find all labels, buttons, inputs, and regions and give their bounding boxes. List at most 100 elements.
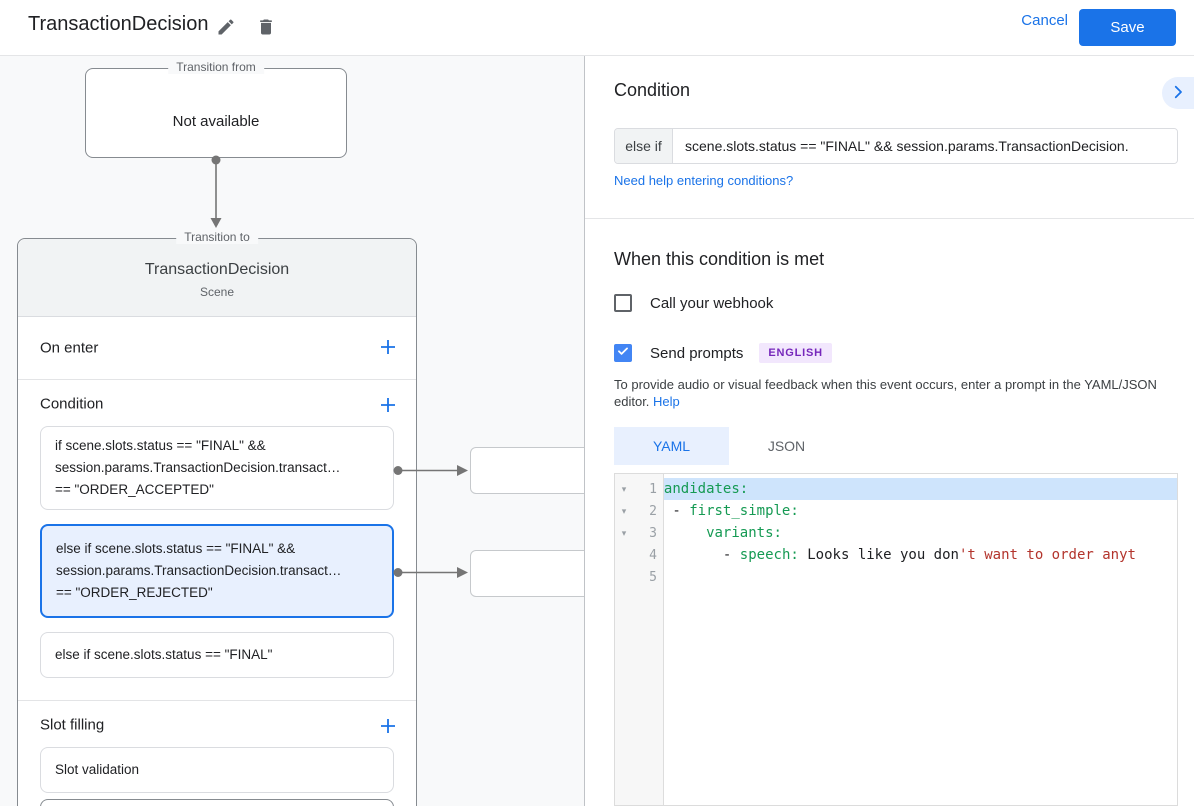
- help-link[interactable]: Help: [653, 394, 680, 409]
- scene-name: TransactionDecision: [144, 261, 290, 278]
- feedback-text-body: To provide audio or visual feedback when…: [614, 377, 1157, 409]
- slot-filling-section-header: Slot filling: [18, 701, 416, 745]
- condition-text: else if scene.slots.status == "FINAL" &&: [56, 541, 296, 556]
- gutter-row: ▾ 2: [615, 500, 663, 522]
- add-condition-button[interactable]: [376, 394, 400, 418]
- condition-text: == "ORDER_REJECTED": [56, 585, 213, 600]
- transition-to-box: Transition to TransactionDecision Scene …: [17, 230, 417, 806]
- gutter-row: 4: [615, 544, 663, 566]
- webhook-row: Call your webhook: [614, 294, 773, 312]
- chevron-right-icon: [1169, 83, 1187, 104]
- condition-text: session.params.TransactionDecision.trans…: [56, 563, 342, 578]
- plus-icon: [379, 717, 397, 738]
- fold-arrow-icon[interactable]: ▾: [621, 483, 627, 494]
- line-number: 4: [649, 547, 657, 563]
- transition-from-box: Transition from Not available: [85, 60, 347, 158]
- condition-text: session.params.TransactionDecision.trans…: [55, 460, 341, 475]
- section-divider: [18, 700, 416, 701]
- connector-arrow-right-1: [393, 465, 468, 476]
- condition-section-header: Condition: [18, 380, 416, 424]
- condition-text: if scene.slots.status == "FINAL" &&: [55, 438, 266, 453]
- save-button[interactable]: Save: [1079, 9, 1176, 46]
- collapse-panel-button[interactable]: [1162, 77, 1194, 109]
- slot-card-text: Slot validation: [55, 762, 140, 777]
- webhook-checkbox[interactable]: [614, 294, 632, 312]
- fold-arrow-icon[interactable]: ▾: [621, 527, 627, 538]
- code-line[interactable]: - first_simple:: [664, 500, 1177, 522]
- add-on-enter-button[interactable]: [376, 336, 400, 360]
- send-prompts-label: Send prompts: [650, 344, 744, 362]
- pencil-icon: [216, 17, 236, 40]
- line-number: 3: [649, 525, 657, 541]
- tab-json[interactable]: JSON: [767, 438, 806, 454]
- line-number: 2: [649, 503, 657, 519]
- condition-card-rejected-selected[interactable]: else if scene.slots.status == "FINAL" &&…: [40, 524, 394, 618]
- slot-validation-card[interactable]: Slot validation: [40, 747, 394, 793]
- transition-target-box-2[interactable]: [470, 550, 584, 597]
- fold-arrow-icon[interactable]: ▾: [621, 505, 627, 516]
- gutter-row: ▾ 3: [615, 522, 663, 544]
- transition-from-legend: Transition from: [168, 60, 264, 74]
- when-condition-heading: When this condition is met: [614, 249, 825, 269]
- checkmark-icon: [616, 344, 630, 363]
- section-divider: [18, 379, 416, 380]
- transition-from-value: Not available: [172, 113, 260, 130]
- trash-icon: [256, 17, 276, 40]
- code-line[interactable]: - speech: Looks like you don't want to o…: [664, 544, 1177, 566]
- cancel-button[interactable]: Cancel: [1021, 12, 1068, 29]
- condition-text: else if scene.slots.status == "FINAL": [55, 647, 273, 662]
- code-token: first_simple:: [689, 503, 799, 519]
- code-token: -: [672, 503, 681, 519]
- condition-help-link[interactable]: Need help entering conditions?: [614, 173, 794, 188]
- page-title: TransactionDecision: [28, 13, 209, 35]
- condition-card-final[interactable]: else if scene.slots.status == "FINAL": [40, 632, 394, 678]
- panel-divider: [585, 218, 1194, 219]
- on-enter-section: On enter: [18, 317, 416, 379]
- gutter-row: 5: [615, 566, 663, 588]
- condition-text: == "ORDER_ACCEPTED": [55, 482, 214, 497]
- delete-scene-button[interactable]: [250, 12, 282, 44]
- slot-filling-label: Slot filling: [40, 716, 105, 734]
- scene-diagram-canvas: Transition from Not available Transition…: [0, 56, 584, 806]
- condition-input[interactable]: [673, 129, 1177, 163]
- condition-card-accepted[interactable]: if scene.slots.status == "FINAL" && sess…: [40, 426, 394, 510]
- editor-code-area[interactable]: candidates: - first_simple: variants: - …: [664, 474, 1177, 805]
- transition-to-legend: Transition to: [176, 230, 258, 244]
- edit-title-button[interactable]: [210, 12, 242, 44]
- send-prompts-row: Send prompts ENGLISH: [614, 343, 832, 363]
- send-prompts-checkbox[interactable]: [614, 344, 632, 362]
- transition-target-box-1[interactable]: [470, 447, 584, 494]
- tab-yaml[interactable]: YAML: [614, 427, 729, 465]
- condition-detail-panel: Condition else if Need help entering con…: [584, 56, 1194, 806]
- webhook-label: Call your webhook: [650, 294, 774, 312]
- code-line[interactable]: candidates:: [664, 478, 1177, 500]
- connector-arrow-down: [210, 155, 222, 228]
- scene-type-label: Scene: [199, 285, 235, 299]
- language-badge: ENGLISH: [759, 343, 832, 363]
- line-number: 1: [649, 481, 657, 497]
- code-token: Looks like you don: [798, 547, 959, 563]
- code-line[interactable]: [664, 566, 1177, 588]
- gutter-row: ▾ 1: [615, 478, 663, 500]
- condition-heading: Condition: [614, 80, 691, 100]
- feedback-text: To provide audio or visual feedback when…: [614, 376, 1166, 410]
- top-bar: TransactionDecision Cancel Save: [0, 0, 1194, 56]
- on-enter-label: On enter: [40, 339, 99, 357]
- editor-tabs: YAML JSON: [614, 427, 844, 465]
- code-token: [664, 525, 706, 541]
- code-token: candidates:: [664, 481, 749, 497]
- code-token: variants:: [706, 525, 782, 541]
- yaml-editor[interactable]: ▾ 1 ▾ 2 ▾ 3 4 5 candidates: - first_simple: var…: [614, 473, 1178, 806]
- code-line[interactable]: variants:: [664, 522, 1177, 544]
- plus-icon: [379, 338, 397, 359]
- condition-prefix-label: else if: [615, 129, 673, 163]
- code-token: speech:: [739, 547, 799, 563]
- code-token: -: [722, 547, 732, 563]
- add-slot-button[interactable]: [376, 715, 400, 739]
- scene-header[interactable]: TransactionDecision Scene: [18, 239, 416, 317]
- card-partial[interactable]: [40, 799, 394, 806]
- line-number: 5: [649, 569, 657, 585]
- connector-arrow-right-2: [393, 567, 468, 578]
- condition-section-label: Condition: [40, 395, 104, 413]
